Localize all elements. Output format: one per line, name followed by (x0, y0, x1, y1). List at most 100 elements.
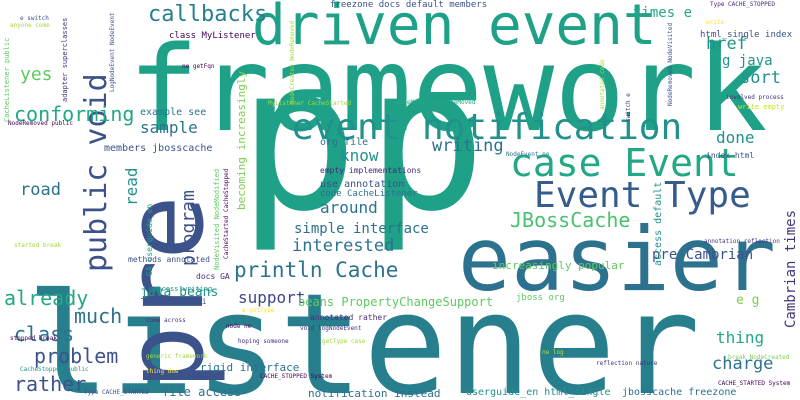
word: p (238, 23, 359, 256)
word: rather (14, 372, 87, 396)
word: class MyListener (169, 31, 256, 41)
word: CacheStopped public (20, 366, 89, 373)
word: adapter superclasses (61, 17, 69, 102)
word: org file (320, 137, 369, 148)
word: CACHE_STARTED System (718, 380, 791, 387)
word: p (366, 23, 487, 256)
word: rigid interface (200, 361, 300, 374)
word: e getType (242, 307, 275, 314)
word: increasingly popular (492, 259, 625, 272)
word: GA userguide_en (145, 203, 154, 276)
word: around (320, 198, 378, 217)
word: Type CACHE_STARTED (84, 389, 150, 396)
word: NodeEvent ne (506, 151, 550, 158)
word: href (706, 34, 747, 54)
word: NodeCreated NodeRemoved (289, 20, 296, 104)
word: docs GA (196, 272, 230, 281)
word: sample (140, 118, 198, 137)
word: jbosscache freezone (622, 387, 737, 398)
word: done (716, 128, 755, 147)
word: html_single index (700, 30, 793, 40)
word: pre Cambrian (652, 247, 754, 263)
word: write (706, 19, 725, 26)
word: jboss org (516, 293, 565, 303)
word: node ne (226, 323, 252, 330)
word: beans PropertyChangeSupport (298, 295, 494, 309)
word: annotation reflection (704, 238, 780, 245)
word: code CacheListener (320, 189, 418, 199)
word: hoping someone (238, 338, 289, 345)
word: methods annotated (128, 255, 210, 264)
word: yes (20, 64, 53, 85)
word: becoming increasingly (235, 70, 248, 210)
word: MyListener CacheStarted (268, 100, 352, 107)
word: break NodeCreated (728, 354, 790, 361)
word: notification instead (308, 387, 441, 400)
word: getType case (322, 338, 366, 345)
word: annotated rather (310, 313, 388, 322)
word: generic framework (146, 353, 208, 360)
word: NodeVisited NodeModified (213, 168, 221, 270)
word: sort (740, 68, 781, 88)
word: driven event (252, 0, 657, 58)
word: involved process (726, 94, 784, 101)
word: NodeRemoved NodeVisited (667, 22, 674, 106)
word: road (20, 180, 61, 200)
word: CacheListener public (3, 37, 11, 122)
word: g java (722, 53, 773, 69)
word: process writing (149, 285, 213, 293)
word: NodeRemoved public (8, 120, 74, 127)
word: event notification (292, 107, 683, 148)
word: callbacks (148, 2, 268, 27)
word: CACHE_STOPPED System (260, 373, 333, 380)
word: conforming (14, 102, 135, 126)
word: problem (34, 344, 119, 368)
word: writing (432, 136, 504, 156)
word: started break (14, 242, 61, 249)
word: times e (633, 5, 693, 21)
word: class (14, 322, 75, 346)
word: Cambrian times (783, 209, 799, 328)
word: NodeModified NodeMoved (396, 99, 476, 106)
word: thing (716, 328, 765, 347)
word: stopped break (10, 335, 57, 342)
word: annotated code (599, 59, 606, 110)
word: userguide_en html_single (466, 387, 611, 398)
word: java beans (140, 285, 219, 300)
word: easier (458, 208, 776, 311)
word: index html (706, 151, 755, 160)
word: thing due (146, 368, 179, 375)
word: e g (736, 293, 760, 308)
word: ne getFqn (182, 63, 215, 70)
word: read (122, 167, 141, 206)
word: anyone come (10, 22, 50, 29)
word: much (74, 304, 123, 328)
word: empty implementations (320, 166, 422, 175)
word: void logNodeEvent (300, 325, 362, 332)
word: example see (140, 107, 207, 118)
word: case Event (510, 141, 739, 185)
word: know (340, 146, 379, 165)
word: Event Type (534, 175, 751, 216)
word: framework (128, 20, 768, 158)
word: access default (653, 181, 664, 266)
word: charge (712, 354, 774, 374)
word: freezone docs default members (330, 0, 488, 10)
word: html api (168, 297, 207, 306)
word: switch e (625, 93, 632, 122)
word: members jbosscache (104, 143, 213, 154)
word: simple interface (294, 221, 429, 237)
word: LogNodeEvent NodeEvent (109, 12, 116, 92)
word: listener (26, 264, 701, 400)
word: e switch (20, 15, 49, 22)
word: write empty (738, 103, 785, 111)
word: use annotation (320, 179, 405, 190)
word: JBossCache (510, 208, 631, 232)
word: support (238, 288, 306, 307)
word: ne log (542, 349, 564, 356)
word: interested (292, 236, 395, 256)
word: file access (162, 385, 242, 399)
word: come across (146, 317, 186, 324)
word: println Cache (234, 258, 399, 282)
